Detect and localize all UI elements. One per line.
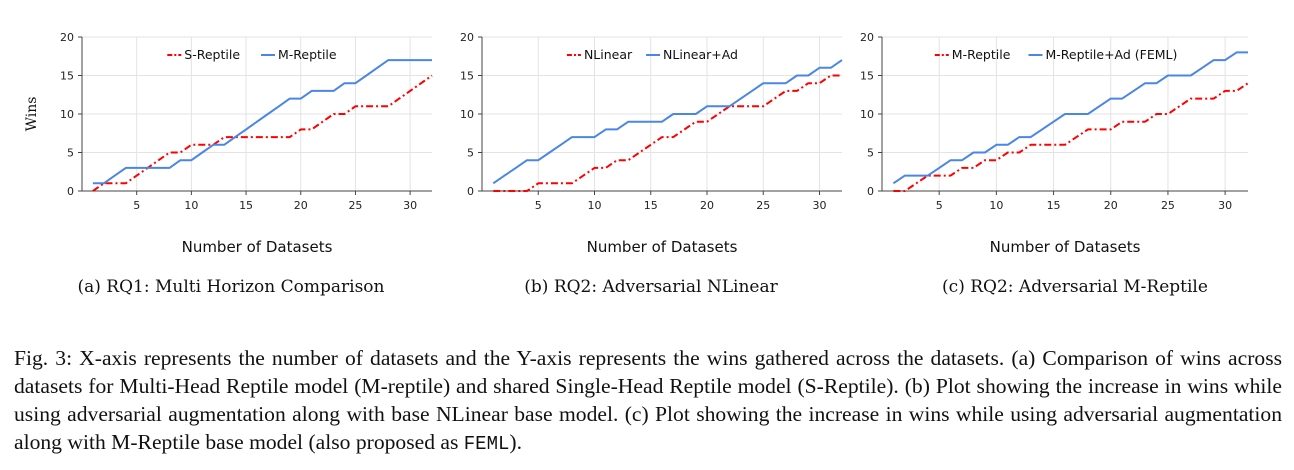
series-line-proposed	[892, 51, 1248, 185]
legend-label: S-Reptile	[184, 47, 240, 62]
y-tick-label: 10	[860, 108, 874, 121]
x-tick-label: 25	[348, 199, 362, 212]
y-tick-label: 5	[467, 147, 474, 160]
x-tick-label: 10	[989, 199, 1003, 212]
grid-lines	[482, 36, 842, 192]
x-tick-label: 30	[1218, 199, 1232, 212]
y-tick-label: 15	[60, 70, 74, 83]
legend-label: NLinear+Ad	[663, 47, 738, 62]
series-line-proposed	[92, 59, 432, 185]
x-axis-label: Number of Datasets	[587, 238, 738, 256]
caption-end: ).	[509, 430, 522, 454]
y-tick-label: 5	[867, 147, 874, 160]
x-tick-label: 5	[936, 199, 943, 212]
x-tick-label: 30	[403, 199, 417, 212]
legend-label: M-Reptile	[278, 47, 337, 62]
x-tick-label: 10	[588, 199, 602, 212]
x-tick-label: 5	[535, 199, 542, 212]
y-tick-label: 10	[460, 108, 474, 121]
y-axis-label: Wins	[24, 97, 40, 132]
panel-b: 0 5 10 15 20 5 10 15 20 25 30 Number of Datasets NLi…	[430, 0, 860, 310]
x-axis-label: Number of Datasets	[182, 238, 333, 256]
x-tick-label: 25	[756, 199, 770, 212]
x-tick-label: 25	[1161, 199, 1175, 212]
x-tick-label: 15	[644, 199, 658, 212]
chart-a: 0 5 10 15 20 5 10 15 20 25 30 Number of Datasets Win…	[24, 31, 433, 256]
chart-b: 0 5 10 15 20 5 10 15 20 25 30 Number of Datasets NLi…	[460, 31, 843, 256]
y-tick-label: 0	[467, 185, 474, 198]
figure-caption: Fig. 3: X-axis represents the number of …	[14, 344, 1282, 458]
caption-text: Fig. 3: X-axis represents the number of …	[14, 346, 1282, 454]
y-tick-label: 15	[460, 70, 474, 83]
series-line-baseline	[493, 74, 842, 192]
series-line-proposed	[492, 59, 843, 185]
x-axis-label: Number of Datasets	[990, 238, 1141, 256]
x-tick-label: 5	[133, 199, 140, 212]
x-tick-label: 15	[1047, 199, 1061, 212]
panel-c: 0 5 10 15 20 5 10 15 20 25 30 Number of Datasets M-R…	[860, 0, 1290, 310]
series-line-baseline	[893, 82, 1249, 192]
x-tick-label: 20	[294, 199, 308, 212]
x-tick-label: 15	[239, 199, 253, 212]
legend: M-Reptile M-Reptile+Ad (FEML)	[934, 47, 1178, 62]
x-tick-label: 10	[184, 199, 198, 212]
legend-label: NLinear	[584, 47, 633, 62]
y-tick-label: 5	[67, 147, 74, 160]
series-line-baseline	[92, 74, 433, 192]
subcaption-a: (a) RQ1: Multi Horizon Comparison	[77, 277, 385, 297]
y-tick-label: 20	[460, 31, 474, 44]
y-tick-label: 20	[60, 31, 74, 44]
x-tick-label: 30	[813, 199, 827, 212]
legend: S-Reptile M-Reptile	[167, 47, 337, 62]
legend-label: M-Reptile	[952, 47, 1011, 62]
panel-a: 0 5 10 15 20 5 10 15 20 25 30 Number of Datasets Win…	[0, 0, 433, 310]
y-tick-label: 0	[67, 185, 74, 198]
x-tick-label: 20	[700, 199, 714, 212]
y-tick-label: 10	[60, 108, 74, 121]
subcaption-b: (b) RQ2: Adversarial NLinear	[524, 277, 778, 297]
chart-c: 0 5 10 15 20 5 10 15 20 25 30 Number of Datasets M-R…	[860, 31, 1249, 256]
y-tick-label: 0	[867, 185, 874, 198]
x-tick-label: 20	[1104, 199, 1118, 212]
grid-lines	[82, 36, 432, 192]
y-tick-label: 15	[860, 70, 874, 83]
legend-label: M-Reptile+Ad (FEML)	[1046, 47, 1178, 62]
subcaption-c: (c) RQ2: Adversarial M-Reptile	[942, 277, 1208, 297]
caption-code: FEML	[463, 433, 510, 455]
legend: NLinear NLinear+Ad	[566, 47, 738, 62]
y-tick-label: 20	[860, 31, 874, 44]
